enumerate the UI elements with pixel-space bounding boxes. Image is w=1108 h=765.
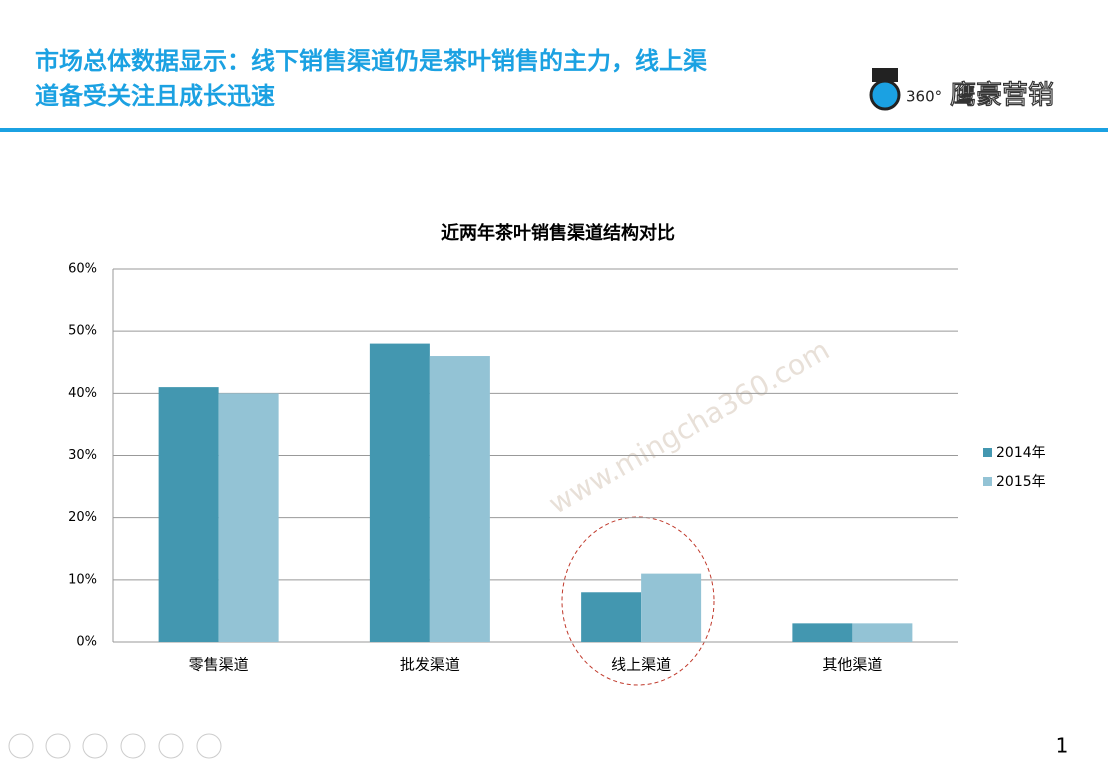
y-tick-label: 30% (68, 448, 97, 463)
bar (581, 592, 642, 642)
y-tick-label: 10% (68, 572, 97, 587)
x-tick-label: 其他渠道 (822, 656, 882, 674)
bar (641, 573, 702, 642)
nav-button[interactable] (196, 733, 222, 759)
nav-button[interactable] (82, 733, 108, 759)
header-rule (0, 128, 1108, 132)
nav-button[interactable] (120, 733, 146, 759)
nav-button[interactable] (158, 733, 184, 759)
bar (218, 393, 279, 642)
y-tick-label: 40% (68, 386, 97, 401)
logo-hat (872, 68, 898, 82)
bar (369, 343, 430, 642)
legend-swatch (983, 477, 992, 486)
bar (158, 387, 219, 642)
x-tick-label: 线上渠道 (611, 656, 671, 674)
bar (852, 623, 913, 642)
y-tick-label: 50% (68, 324, 97, 339)
y-tick-label: 60% (68, 262, 97, 277)
chart-title: 近两年茶叶销售渠道结构对比 (441, 222, 675, 244)
highlight-circle (561, 516, 715, 686)
slide-title: 道备受关注且成长迅速 (35, 82, 275, 110)
watermark: www.mingcha360.com (543, 333, 835, 521)
x-tick-label: 批发渠道 (400, 656, 460, 674)
logo-icon (869, 79, 901, 111)
logo-text: 360° (906, 88, 942, 106)
x-tick-label: 零售渠道 (189, 656, 249, 674)
y-tick-label: 0% (76, 635, 97, 650)
brand: 鹰豪营销 (950, 81, 1054, 111)
nav (8, 733, 222, 759)
y-tick-label: 20% (68, 510, 97, 525)
legend-label: 2014年 (996, 445, 1046, 461)
nav-button[interactable] (8, 733, 34, 759)
legend-label: 2015年 (996, 474, 1046, 490)
page-number: 1 (1056, 734, 1069, 758)
nav-button[interactable] (45, 733, 71, 759)
bar (792, 623, 853, 642)
legend-swatch (983, 448, 992, 457)
bar (429, 356, 490, 642)
slide-title: 市场总体数据显示：线下销售渠道仍是茶叶销售的主力，线上渠 (35, 47, 707, 75)
